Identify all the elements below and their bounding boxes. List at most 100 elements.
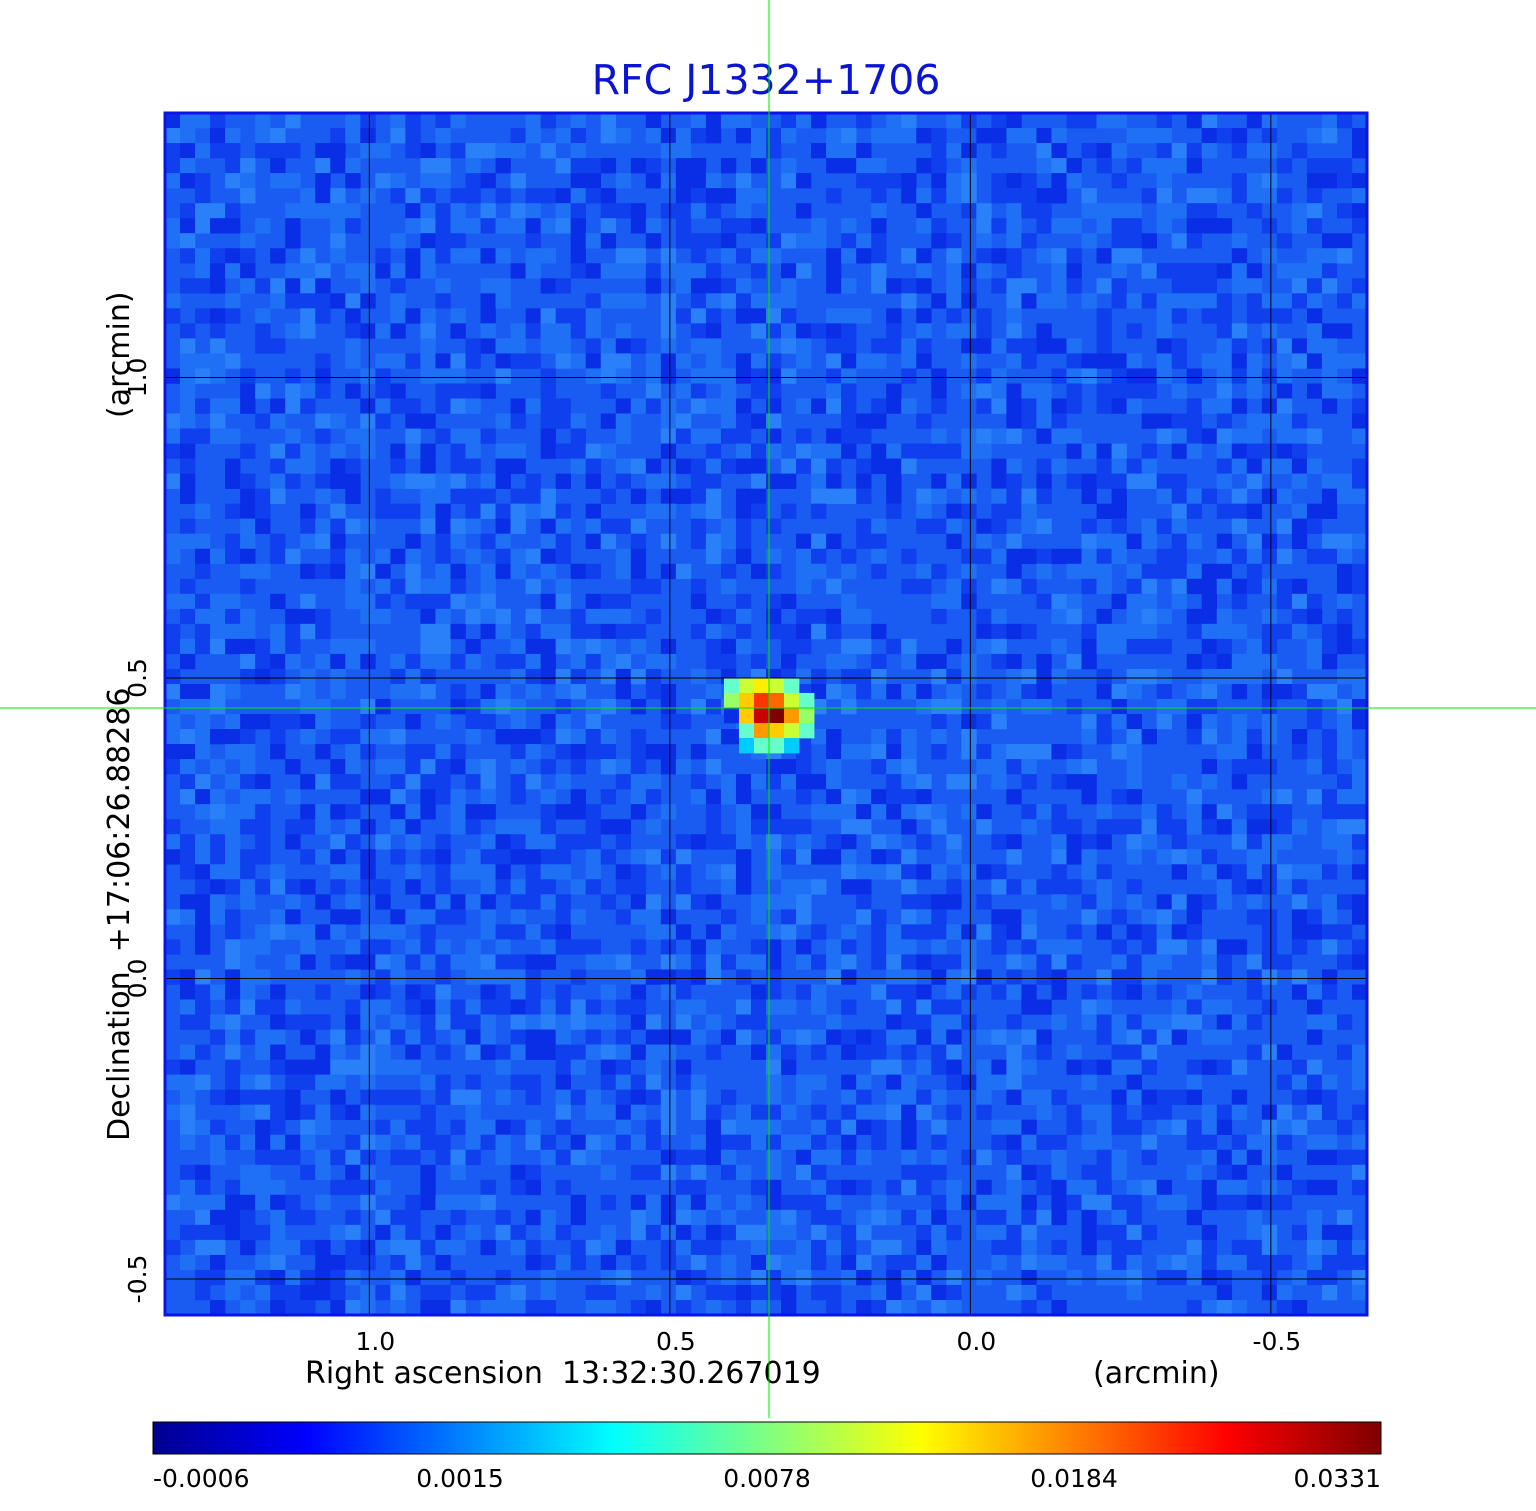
noise-pixel (976, 744, 992, 760)
noise-pixel (1276, 353, 1293, 369)
noise-pixel (826, 683, 842, 700)
noise-pixel (916, 518, 932, 534)
noise-pixel (1291, 744, 1308, 760)
noise-pixel (991, 578, 1007, 595)
noise-pixel (720, 458, 737, 474)
noise-pixel (1351, 128, 1367, 144)
noise-pixel (450, 1119, 466, 1136)
noise-pixel (195, 1209, 211, 1226)
noise-pixel (1306, 548, 1323, 565)
noise-pixel (525, 744, 541, 760)
noise-pixel (1276, 879, 1293, 895)
noise-pixel (195, 969, 211, 985)
noise-pixel (345, 864, 361, 880)
noise-pixel (1051, 879, 1067, 895)
noise-pixel (375, 143, 391, 159)
noise-pixel (270, 338, 286, 354)
noise-pixel (1171, 158, 1188, 174)
noise-pixel (285, 759, 301, 775)
noise-pixel (645, 924, 662, 940)
noise-pixel (735, 218, 752, 234)
noise-pixel (946, 1179, 962, 1196)
noise-pixel (991, 1059, 1007, 1075)
noise-pixel (1291, 1269, 1308, 1286)
noise-pixel (1231, 233, 1248, 249)
noise-pixel (555, 128, 571, 144)
noise-pixel (180, 323, 196, 339)
noise-pixel (240, 999, 256, 1015)
noise-pixel (1246, 308, 1263, 324)
noise-pixel (1006, 1134, 1022, 1151)
noise-pixel (811, 623, 827, 640)
noise-pixel (165, 714, 181, 730)
noise-pixel (510, 638, 526, 655)
noise-pixel (1351, 683, 1367, 700)
noise-pixel (766, 1254, 782, 1271)
noise-pixel (195, 999, 211, 1015)
noise-pixel (285, 1134, 301, 1151)
noise-pixel (675, 1284, 692, 1301)
noise-pixel (390, 849, 406, 865)
noise-pixel (510, 879, 526, 895)
noise-pixel (390, 233, 406, 249)
noise-pixel (390, 668, 406, 685)
noise-pixel (495, 1224, 511, 1241)
noise-pixel (675, 1149, 692, 1166)
noise-pixel (480, 909, 496, 925)
noise-pixel (871, 759, 887, 775)
noise-pixel (510, 548, 526, 565)
noise-pixel (585, 1089, 602, 1105)
noise-pixel (1111, 548, 1127, 565)
noise-pixel (1276, 443, 1293, 459)
noise-pixel (705, 894, 722, 910)
noise-pixel (826, 353, 842, 369)
noise-pixel (615, 834, 632, 850)
noise-pixel (1081, 774, 1097, 790)
noise-pixel (705, 1224, 722, 1241)
noise-pixel (1306, 1089, 1323, 1105)
noise-pixel (585, 849, 602, 865)
noise-pixel (886, 1254, 902, 1271)
noise-pixel (1141, 819, 1157, 835)
noise-pixel (1006, 428, 1022, 444)
noise-pixel (1291, 293, 1308, 309)
noise-pixel (705, 368, 722, 384)
noise-pixel (555, 518, 571, 534)
noise-pixel (630, 984, 647, 1000)
noise-pixel (1186, 924, 1203, 940)
noise-pixel (1306, 203, 1323, 219)
noise-pixel (210, 263, 226, 279)
noise-pixel (1291, 203, 1308, 219)
noise-pixel (796, 849, 812, 865)
noise-pixel (796, 548, 812, 565)
noise-pixel (781, 293, 797, 309)
noise-pixel (1351, 143, 1367, 159)
noise-pixel (555, 683, 571, 700)
noise-pixel (991, 173, 1007, 189)
noise-pixel (420, 473, 436, 489)
source-pixel (769, 738, 785, 754)
noise-pixel (1171, 1194, 1188, 1211)
noise-pixel (600, 203, 617, 219)
noise-pixel (841, 413, 857, 429)
noise-pixel (931, 368, 947, 384)
noise-pixel (856, 1209, 872, 1226)
noise-pixel (1276, 1104, 1293, 1120)
noise-pixel (1036, 413, 1052, 429)
noise-pixel (525, 653, 541, 670)
noise-pixel (480, 1239, 496, 1256)
noise-pixel (766, 924, 782, 940)
noise-pixel (826, 954, 842, 970)
noise-pixel (1111, 819, 1127, 835)
noise-pixel (856, 113, 872, 129)
noise-pixel (856, 1119, 872, 1136)
noise-pixel (901, 954, 917, 970)
noise-pixel (1216, 1119, 1233, 1136)
noise-pixel (811, 1209, 827, 1226)
noise-pixel (871, 233, 887, 249)
noise-pixel (750, 293, 767, 309)
noise-pixel (1036, 1029, 1052, 1045)
noise-pixel (1111, 683, 1127, 700)
noise-pixel (856, 233, 872, 249)
noise-pixel (1081, 1164, 1097, 1181)
